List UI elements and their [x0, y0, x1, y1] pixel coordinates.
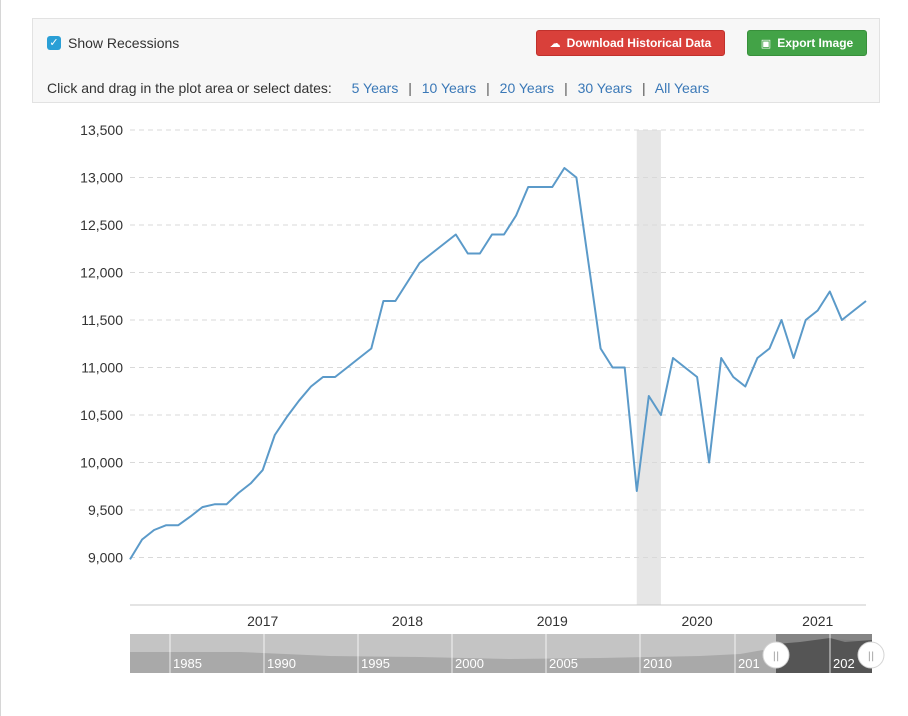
y-tick-label: 13,000: [80, 170, 123, 186]
image-icon: ▣: [760, 36, 772, 50]
navigator-year-label: 2000: [455, 656, 484, 671]
navigator-year-label: 201: [738, 656, 760, 671]
range-10-years-link[interactable]: 10 Years: [421, 80, 477, 96]
chart-toolbar: ✓ Show Recessions ☁ Download Historical …: [32, 18, 880, 103]
export-button-label: Export Image: [777, 36, 854, 50]
y-tick-label: 12,500: [80, 217, 123, 233]
range-5-years-link[interactable]: 5 Years: [351, 80, 399, 96]
cloud-download-icon: ☁: [549, 36, 561, 50]
y-axis-ticks: 9,000 9,500 10,000 10,500 11,000 11,500 12,000…: [80, 122, 123, 566]
x-tick-label: 2017: [247, 613, 278, 629]
show-recessions-label: Show Recessions: [68, 35, 180, 51]
navigator-year-label: 1985: [173, 656, 202, 671]
navigator-year-label: 202: [833, 656, 855, 671]
export-image-button[interactable]: ▣ Export Image: [747, 30, 867, 56]
chart-series: [129, 167, 867, 560]
x-tick-label: 2019: [537, 613, 568, 629]
y-tick-label: 10,500: [80, 407, 123, 423]
y-tick-label: 13,500: [80, 122, 123, 138]
download-historical-data-button[interactable]: ☁ Download Historical Data: [536, 30, 725, 56]
recession-bands: [636, 130, 661, 605]
x-tick-label: 2018: [392, 613, 423, 629]
x-tick-label: 2021: [802, 613, 833, 629]
navigator: 1985 1990 1995 2000 2005 2010 201 202 || ||: [130, 634, 885, 673]
y-tick-label: 11,500: [81, 312, 123, 328]
navigator-year-label: 2005: [549, 656, 578, 671]
range-20-years-link[interactable]: 20 Years: [499, 80, 555, 96]
recession-band: [636, 130, 661, 605]
show-recessions-checkbox[interactable]: ✓: [47, 36, 61, 50]
y-tick-label: 9,000: [88, 550, 123, 566]
y-tick-label: 10,000: [80, 455, 123, 471]
chart-gridlines: [130, 129, 866, 558]
y-tick-label: 12,000: [80, 265, 123, 281]
x-axis-ticks: 2017 2018 2019 2020 2021: [247, 613, 833, 629]
navigator-handle-right-grip: ||: [868, 651, 875, 662]
navigator-year-label: 2010: [643, 656, 672, 671]
y-tick-label: 9,500: [88, 502, 123, 518]
series-line: [129, 167, 867, 560]
date-range-prompt: Click and drag in the plot area or selec…: [47, 80, 332, 96]
y-tick-label: 11,000: [81, 360, 123, 376]
navigator-handle-left-grip: ||: [773, 651, 780, 662]
x-tick-label: 2020: [682, 613, 713, 629]
navigator-year-label: 1995: [361, 656, 390, 671]
download-button-label: Download Historical Data: [566, 36, 712, 50]
range-30-years-link[interactable]: 30 Years: [577, 80, 633, 96]
navigator-handle-left[interactable]: [762, 641, 790, 669]
show-recessions-toggle[interactable]: ✓ Show Recessions: [47, 35, 179, 51]
navigator-selection-area: [776, 638, 872, 673]
range-all-years-link[interactable]: All Years: [654, 80, 710, 96]
date-range-selector: Click and drag in the plot area or selec…: [47, 80, 710, 96]
navigator-handle-right[interactable]: [857, 641, 885, 669]
page-left-border: [0, 0, 1, 716]
navigator-area: [130, 639, 872, 673]
navigator-year-label: 1990: [267, 656, 296, 671]
